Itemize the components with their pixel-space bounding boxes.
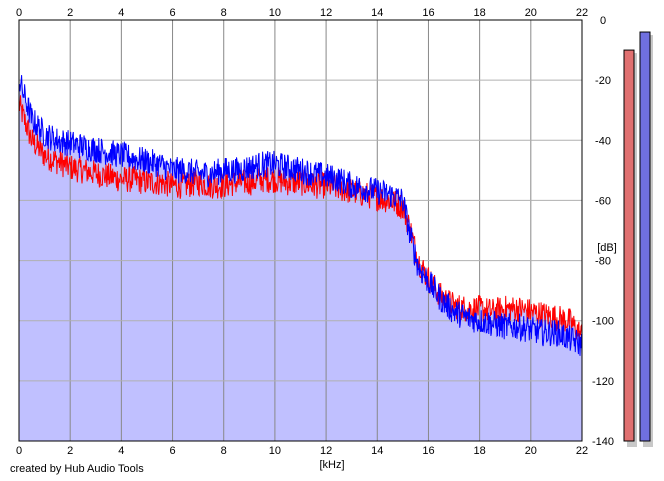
x-tick-label-bottom: 2 [67, 445, 73, 457]
x-tick-label-top: 12 [320, 7, 332, 19]
x-tick-label-bottom: 10 [269, 445, 281, 457]
x-tick-label-top: 14 [371, 7, 383, 19]
y-tick-label: -80 [595, 256, 611, 268]
x-tick-label-top: 22 [576, 7, 588, 19]
y-tick-labels: 0 -20 -40 -60 -80 -100 -120 -140 [592, 15, 614, 448]
x-tick-label-top: 8 [221, 7, 227, 19]
x-tick-label-top: 4 [118, 7, 124, 19]
y-tick-label: 0 [600, 15, 606, 27]
x-tick-labels-bottom: 0 2 4 6 8 10 12 14 16 18 20 22 [16, 445, 588, 457]
x-tick-label-bottom: 18 [474, 445, 486, 457]
x-tick-label-bottom: 8 [221, 445, 227, 457]
spectrum-series [18, 75, 583, 356]
x-tick-label-top: 20 [525, 7, 537, 19]
spectrum-fill-area [19, 75, 582, 441]
x-tick-label-top: 0 [16, 7, 22, 19]
level-meter-right [639, 31, 651, 442]
y-tick-label: -140 [592, 436, 614, 448]
x-tick-label-bottom: 12 [320, 445, 332, 457]
x-tick-label-top: 18 [474, 7, 486, 19]
x-tick-label-bottom: 16 [422, 445, 434, 457]
x-tick-label-top: 2 [67, 7, 73, 19]
x-tick-label-bottom: 6 [169, 445, 175, 457]
level-meter-left [623, 49, 635, 442]
x-tick-label-bottom: 4 [118, 445, 124, 457]
x-tick-label-top: 16 [422, 7, 434, 19]
y-axis-label: [dB] [597, 242, 617, 254]
level-meters [623, 31, 653, 448]
y-tick-label: -120 [592, 376, 614, 388]
x-tick-labels-top: 0 2 4 6 8 10 12 14 16 18 20 22 [16, 7, 588, 19]
x-tick-label-bottom: 20 [525, 445, 537, 457]
x-tick-label-bottom: 14 [371, 445, 383, 457]
y-tick-label: -40 [595, 135, 611, 147]
x-tick-label-top: 6 [169, 7, 175, 19]
x-axis-label: [kHz] [319, 459, 344, 471]
series-right [18, 75, 583, 356]
x-tick-label-top: 10 [269, 7, 281, 19]
y-tick-label: -20 [595, 75, 611, 87]
x-tick-label-bottom: 22 [576, 445, 588, 457]
y-tick-label: -100 [592, 316, 614, 328]
credit-text: created by Hub Audio Tools [10, 463, 144, 475]
spectrum-fill [19, 75, 582, 441]
plot-frame [18, 19, 583, 442]
y-tick-label: -60 [595, 195, 611, 207]
x-tick-label-bottom: 0 [16, 445, 22, 457]
